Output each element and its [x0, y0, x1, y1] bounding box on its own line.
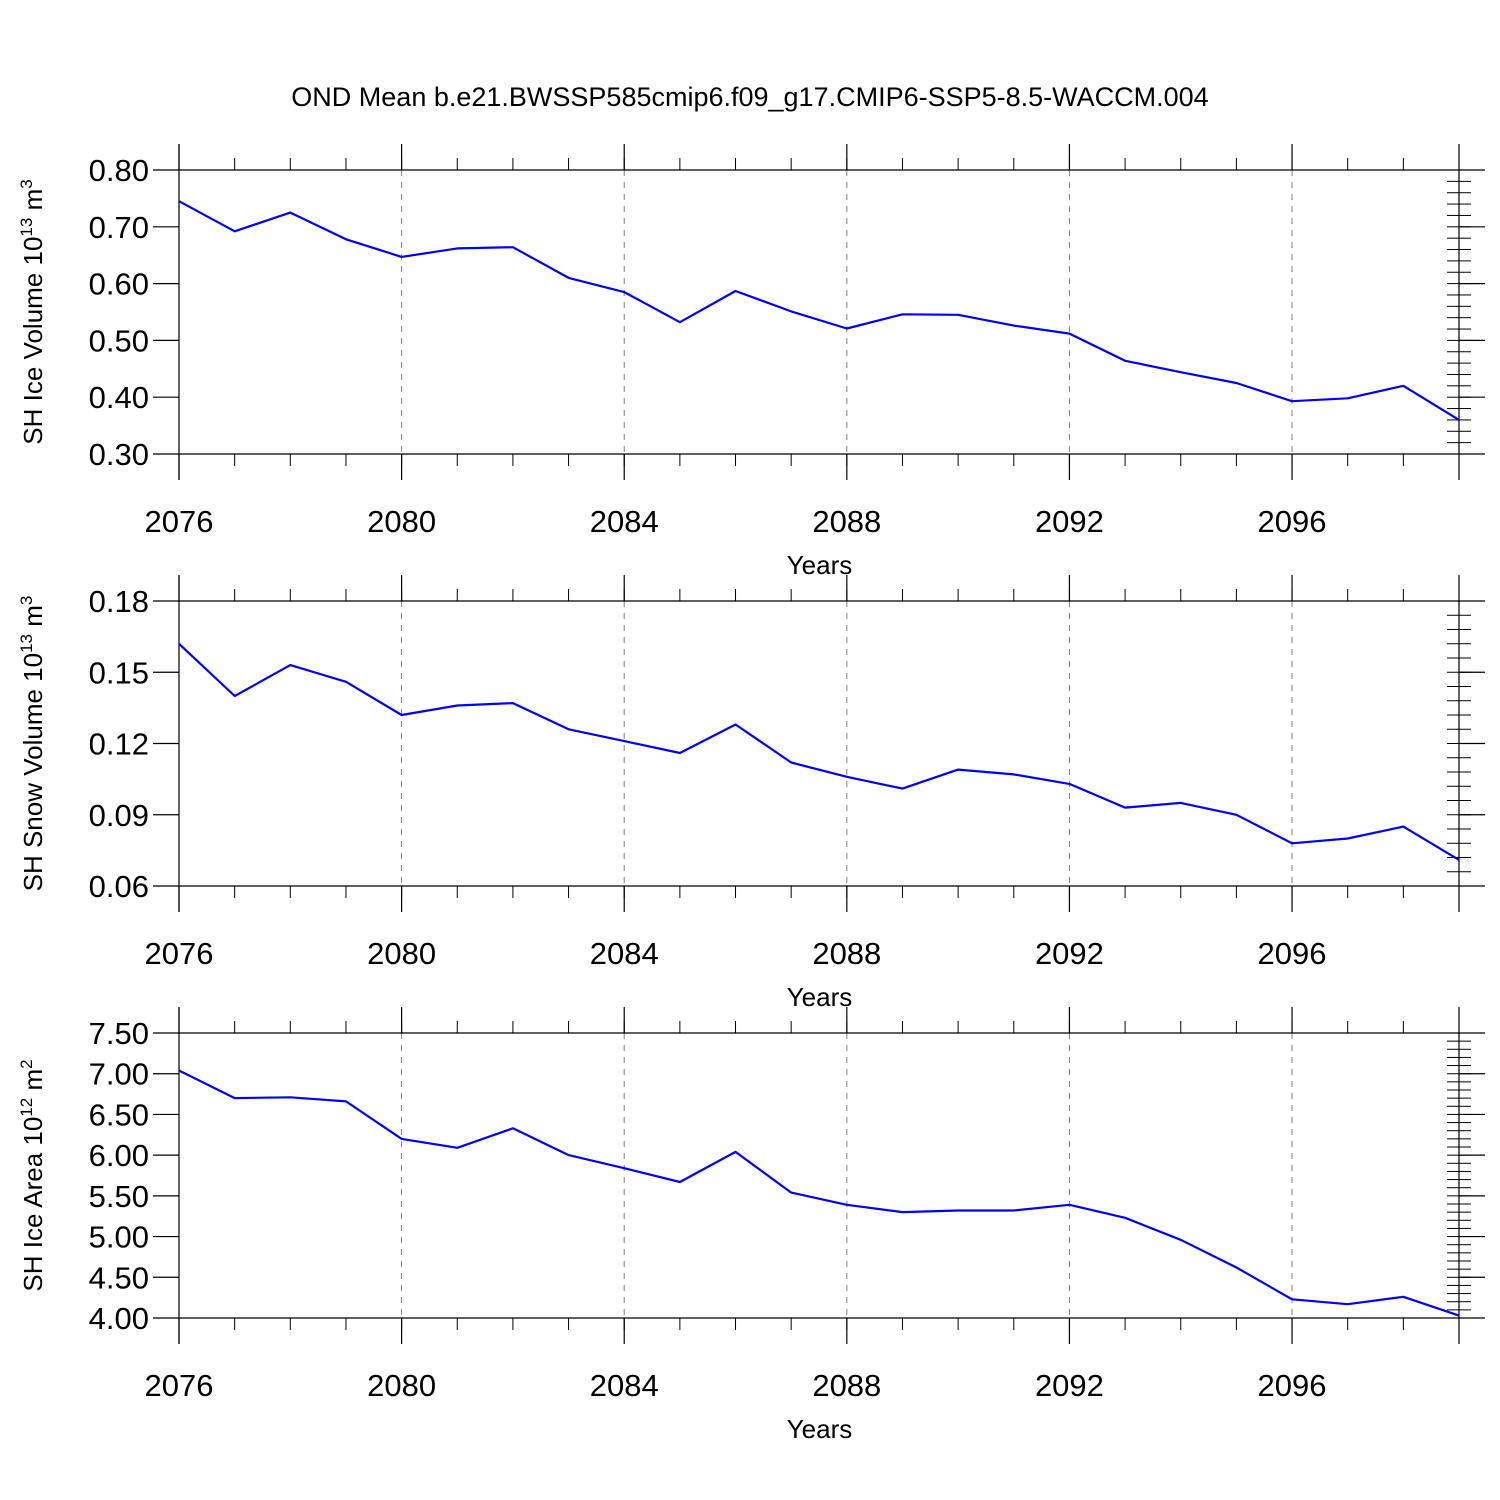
y-tick-label: 4.00: [89, 1301, 149, 1336]
y-axis-title: SH Ice Volume 1013 m3: [17, 179, 48, 444]
y-axis-title: SH Snow Volume 1013 m3: [17, 596, 48, 892]
y-axis-title-unit: m: [18, 1069, 48, 1098]
x-axis-title: Years: [787, 1414, 853, 1444]
y-tick-label: 0.12: [89, 727, 149, 762]
y-axis-title-unit: m: [18, 189, 48, 218]
x-tick-label: 2092: [1035, 504, 1104, 539]
y-axis-title-exp: 13: [17, 218, 36, 237]
y-tick-label: 6.50: [89, 1097, 149, 1132]
x-tick-label: 2096: [1258, 936, 1327, 971]
x-tick-label: 2080: [367, 1368, 436, 1403]
y-tick-label: 0.15: [89, 655, 149, 690]
y-axis-title-unit-exp: 2: [17, 1059, 36, 1068]
panel-1: 0.30 0.40 0.50 0.60 0.70 0.80 2076 2080 2084 2088…: [17, 144, 1485, 580]
y-axis-title: SH Ice Area 1012 m2: [17, 1059, 48, 1291]
y-tick-label: 5.50: [89, 1179, 149, 1214]
series-line: [178, 1069, 1460, 1317]
series-line: [178, 200, 1460, 421]
x-tick-label: 2092: [1035, 936, 1104, 971]
y-axis-title-base: SH Ice Area 10: [18, 1117, 48, 1292]
y-tick-label: 6.00: [89, 1138, 149, 1173]
y-tick-label: 7.50: [89, 1016, 149, 1051]
x-tick-label: 2096: [1258, 504, 1327, 539]
x-tick-label: 2076: [145, 504, 214, 539]
x-tick-label: 2080: [367, 504, 436, 539]
y-axis-title-unit-exp: 3: [17, 596, 36, 605]
panels: 0.30 0.40 0.50 0.60 0.70 0.80 2076 2080 2084 2088…: [17, 144, 1485, 1444]
y-tick-label: 5.00: [89, 1220, 149, 1255]
y-tick-label: 0.40: [89, 380, 149, 415]
x-tick-label: 2084: [590, 936, 659, 971]
x-tick-label: 2076: [145, 1368, 214, 1403]
y-tick-label: 0.30: [89, 437, 149, 472]
y-axis-title-unit: m: [18, 605, 48, 634]
figure-title: OND Mean b.e21.BWSSP585cmip6.f09_g17.CMI…: [291, 82, 1208, 112]
x-axis-title: Years: [787, 550, 853, 580]
x-tick-label: 2096: [1258, 1368, 1327, 1403]
y-tick-label: 0.50: [89, 323, 149, 358]
y-axis-title-exp: 12: [17, 1098, 36, 1117]
x-tick-label: 2092: [1035, 1368, 1104, 1403]
series-line: [178, 642, 1460, 861]
x-tick-label: 2088: [812, 1368, 881, 1403]
y-tick-label: 0.06: [89, 869, 149, 904]
x-tick-label: 2084: [590, 504, 659, 539]
y-tick-label: 4.50: [89, 1260, 149, 1295]
y-axis-title-unit-exp: 3: [17, 179, 36, 188]
y-tick-label: 0.18: [89, 584, 149, 619]
y-axis-title-base: SH Snow Volume 10: [18, 653, 48, 891]
x-tick-label: 2080: [367, 936, 436, 971]
y-tick-label: 0.60: [89, 267, 149, 302]
x-tick-label: 2088: [812, 504, 881, 539]
panel-2: 0.06 0.09 0.12 0.15 0.18 2076 2080 2084 2088 2092…: [17, 575, 1485, 1012]
y-tick-label: 0.09: [89, 798, 149, 833]
y-axis-title-base: SH Ice Volume 10: [18, 237, 48, 445]
x-tick-label: 2076: [145, 936, 214, 971]
y-tick-label: 7.00: [89, 1057, 149, 1092]
y-axis-title-exp: 13: [17, 634, 36, 653]
panel-3: 4.00 4.50 5.00 5.50 6.00 6.50 7.00 7.50 2076 2080…: [17, 1007, 1485, 1444]
x-axis-title: Years: [787, 982, 853, 1012]
x-tick-label: 2088: [812, 936, 881, 971]
y-tick-label: 0.80: [89, 153, 149, 188]
x-tick-label: 2084: [590, 1368, 659, 1403]
y-tick-label: 0.70: [89, 210, 149, 245]
